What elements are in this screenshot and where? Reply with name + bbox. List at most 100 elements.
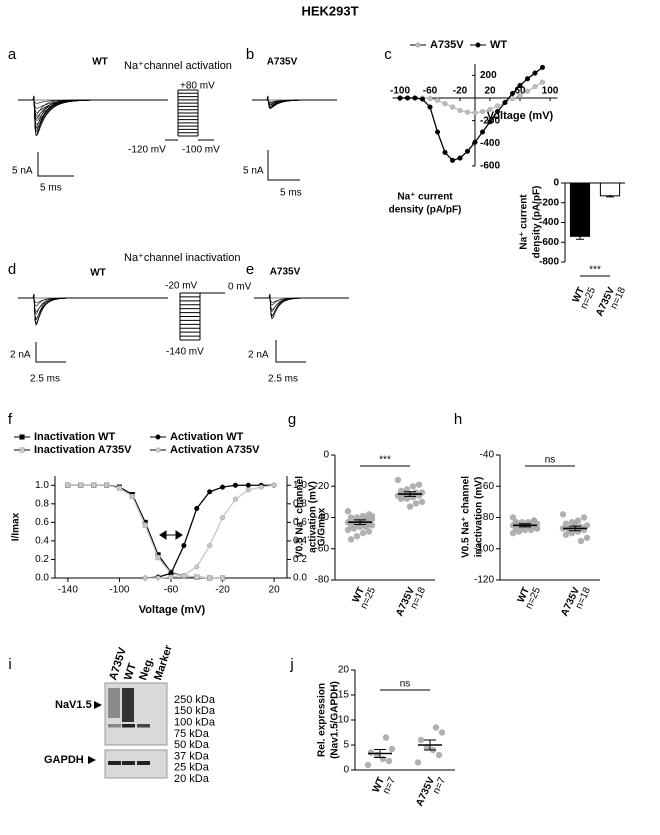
data-point [194,574,200,580]
data-point [509,90,516,97]
marker-label: 150 kDa [174,705,216,717]
x-tick-label: -60 [423,86,438,97]
data-point [418,498,426,506]
data-point [442,101,448,107]
y-tick-label: -800 [539,257,559,268]
current-trace [254,293,349,317]
genotype-label: WT [92,57,108,68]
band [122,761,135,765]
data-point [577,537,585,545]
current-trace [18,95,168,113]
error-bar [576,233,584,240]
data-point [512,518,520,526]
y-axis-label: inactivation (mV) [474,477,485,558]
data-point [104,482,110,488]
current-trace [254,293,349,312]
data-point [181,542,187,549]
voltage-label: +80 mV [180,81,215,92]
scale-label: 5 nA [243,166,264,177]
y-tick-label: 0 [343,765,349,776]
y-tick-label: 1.0 [35,480,49,491]
marker-label: 100 kDa [174,717,216,729]
data-point [415,481,423,488]
data-point [479,129,486,135]
data-point [364,761,372,769]
marker-label: 25 kDa [174,762,210,774]
y-axis-label: activation (mV) [308,481,319,553]
y2-axis-label: G/Gmax [317,507,328,546]
data-point [530,517,538,524]
panel-label: i [8,656,11,673]
y-tick-label: -80 [315,575,330,586]
data-point [142,522,148,528]
data-point [129,493,135,499]
x-axis-label: Voltage (mV) [139,604,206,616]
y-tick-label: 15 [338,690,350,701]
marker-label: 37 kDa [174,750,210,762]
data-point [406,503,414,510]
current-trace [252,95,337,103]
data-point [532,70,538,76]
data-point [509,514,517,521]
panel-label: b [246,46,254,63]
current-trace [18,95,168,101]
current-trace [254,293,349,311]
y-tick-label: -200 [539,197,559,208]
y-axis-label: I/Imax [11,512,22,541]
data-point [517,82,523,89]
legend-label: WT [490,39,507,51]
x-tick-label: -100 [390,86,410,97]
data-point [245,487,251,493]
y-tick-label: 200 [480,70,497,81]
current-trace [254,293,349,320]
row-label: NaV1.5 [55,699,92,711]
band [122,724,135,728]
error-bar [569,525,581,532]
data-point [116,485,122,491]
x-tick-label: -20 [453,86,468,97]
data-point [580,514,588,521]
y-tick-label: -40 [480,450,495,461]
band [108,724,121,728]
current-trace [18,95,168,119]
data-point [207,542,213,549]
data-point [472,110,478,116]
data-point [258,484,264,490]
marker-label: 75 kDa [174,728,210,740]
row-label: GAPDH [44,754,84,766]
data-point [449,104,456,110]
y-tick-label: -60 [480,481,495,492]
y-axis-label: density (pA/pF) [532,186,543,259]
y-axis-label: density (pA/pF) [389,205,462,216]
x-axis-label: Voltage (mV) [487,110,554,122]
data-point [232,496,238,502]
data-point [368,522,376,529]
significance-label: ns [545,455,556,466]
data-point [347,514,355,521]
data-point [65,482,71,488]
y-tick-label: -40 [315,512,330,523]
panel-label: j [289,656,293,673]
data-point [457,155,463,161]
data-point [344,526,352,534]
panel-label: e [246,261,254,278]
data-point [409,483,417,490]
x-tick-label: -100 [109,585,129,596]
voltage-label: 0 mV [228,282,252,293]
scale-label: 5 ms [280,188,302,199]
y-axis-label: V0.5 Na⁺ channel [461,476,472,558]
bar [599,182,621,197]
y-tick-label: 0.2 [35,554,49,565]
data-point [539,64,546,70]
y-tick-label: 10 [338,715,350,726]
voltage-label: -140 mV [166,347,204,358]
bar [569,182,591,237]
y2-tick-label: 0.4 [293,536,307,547]
data-point [412,95,418,101]
data-point [515,528,523,535]
data-point [487,106,493,112]
data-point [344,508,352,515]
legend-label: Activation A735V [170,444,260,456]
legend-marker [475,42,481,48]
data-point [562,520,570,527]
